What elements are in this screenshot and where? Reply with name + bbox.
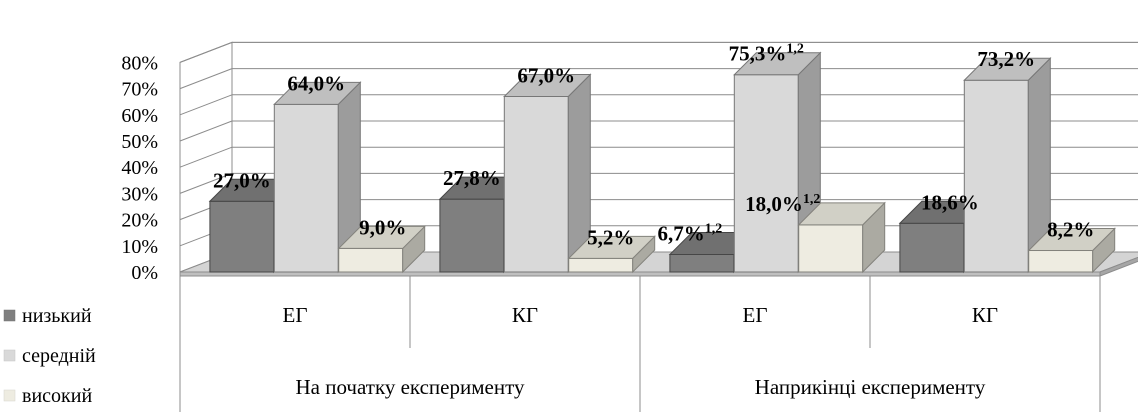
bar-високий-2 — [797, 201, 886, 274]
y-tick-label: 50% — [121, 131, 158, 153]
gridline-side — [179, 41, 233, 63]
bar-середній-3 — [963, 57, 1052, 274]
category-label: ЕГ — [283, 303, 308, 327]
category-label: КГ — [972, 303, 998, 327]
y-tick-label: 40% — [121, 157, 158, 179]
bar-середній-1 — [503, 73, 592, 274]
y-axis-ticks: 0% 10% 20% 30% 40% 50% 60% 70% 80% — [121, 52, 158, 284]
data-label-superscript: 1,2 — [705, 221, 723, 236]
y-tick-label: 60% — [121, 105, 158, 127]
legend-label: середній — [22, 345, 96, 367]
bars — [208, 51, 1116, 274]
bar-top — [797, 202, 886, 226]
y-tick-label: 30% — [121, 183, 158, 205]
bar-top — [1027, 228, 1116, 252]
bar-front — [798, 224, 864, 273]
y-tick-label: 10% — [121, 236, 158, 258]
data-labels: 27,0%64,0%9,0%27,8%67,0%5,2% 6,7%1,275,3%… — [213, 42, 1094, 250]
bar-front — [669, 253, 735, 273]
data-label: 27,8% — [443, 166, 501, 190]
bar-front — [1028, 250, 1094, 273]
data-label: 75,3%1,2 — [729, 42, 804, 66]
bar-front — [338, 247, 404, 273]
bar-front — [733, 74, 799, 273]
gridline-side — [179, 172, 233, 194]
gridline-side — [179, 68, 233, 90]
data-label: 9,0% — [359, 215, 406, 239]
legend-swatch — [3, 309, 16, 322]
data-label: 27,0% — [213, 168, 271, 192]
bar-високий-0 — [337, 225, 426, 274]
legend-swatch — [3, 349, 16, 362]
bar-front — [568, 257, 634, 273]
floor-side — [1099, 256, 1138, 277]
gridline-side — [179, 94, 233, 116]
legend-label: низький — [22, 305, 92, 327]
y-tick-label: 20% — [121, 210, 158, 232]
bar-front — [439, 198, 505, 273]
bar-top — [273, 81, 362, 105]
category-table: ЕГ КГ ЕГ КГ На початку експерименту Наприкінц… — [179, 276, 1101, 412]
bar-front — [899, 222, 965, 273]
data-label: 18,0%1,2 — [745, 192, 820, 216]
bar-високий-1 — [567, 235, 656, 274]
bar-top — [503, 73, 592, 97]
bar-середній-0 — [273, 81, 362, 274]
data-label: 73,2% — [977, 47, 1035, 71]
legend-label: високий — [22, 385, 92, 407]
data-label: 18,6% — [921, 190, 979, 214]
legend-swatch — [3, 389, 16, 402]
data-label: 67,0% — [517, 63, 575, 87]
data-label-superscript: 1,2 — [786, 42, 804, 57]
bar-top — [567, 235, 656, 259]
gridline-side — [179, 146, 233, 168]
bar-front — [963, 79, 1029, 273]
bar-front — [209, 200, 275, 273]
group-label: На початку експерименту — [296, 375, 525, 399]
y-tick-label: 0% — [131, 262, 158, 284]
data-label: 5,2% — [587, 225, 634, 249]
data-label: 8,2% — [1047, 218, 1094, 242]
y-tick-label: 80% — [121, 52, 158, 74]
gridline-side — [179, 120, 233, 142]
bar-високий-3 — [1027, 227, 1116, 274]
bar-top — [963, 57, 1052, 81]
category-label: КГ — [512, 303, 538, 327]
bar-top — [337, 225, 426, 249]
bar-front — [503, 95, 569, 273]
y-tick-label: 70% — [121, 79, 158, 101]
floor-front — [179, 271, 1101, 277]
bar-front — [273, 103, 339, 273]
bar-top — [733, 52, 822, 76]
data-label-superscript: 1,2 — [803, 192, 821, 207]
legend: низький середній високий — [3, 305, 96, 407]
bar-середній-2 — [733, 51, 822, 274]
group-label: Наприкінці експерименту — [755, 375, 986, 399]
data-label: 64,0% — [287, 71, 345, 95]
category-label: ЕГ — [743, 303, 768, 327]
